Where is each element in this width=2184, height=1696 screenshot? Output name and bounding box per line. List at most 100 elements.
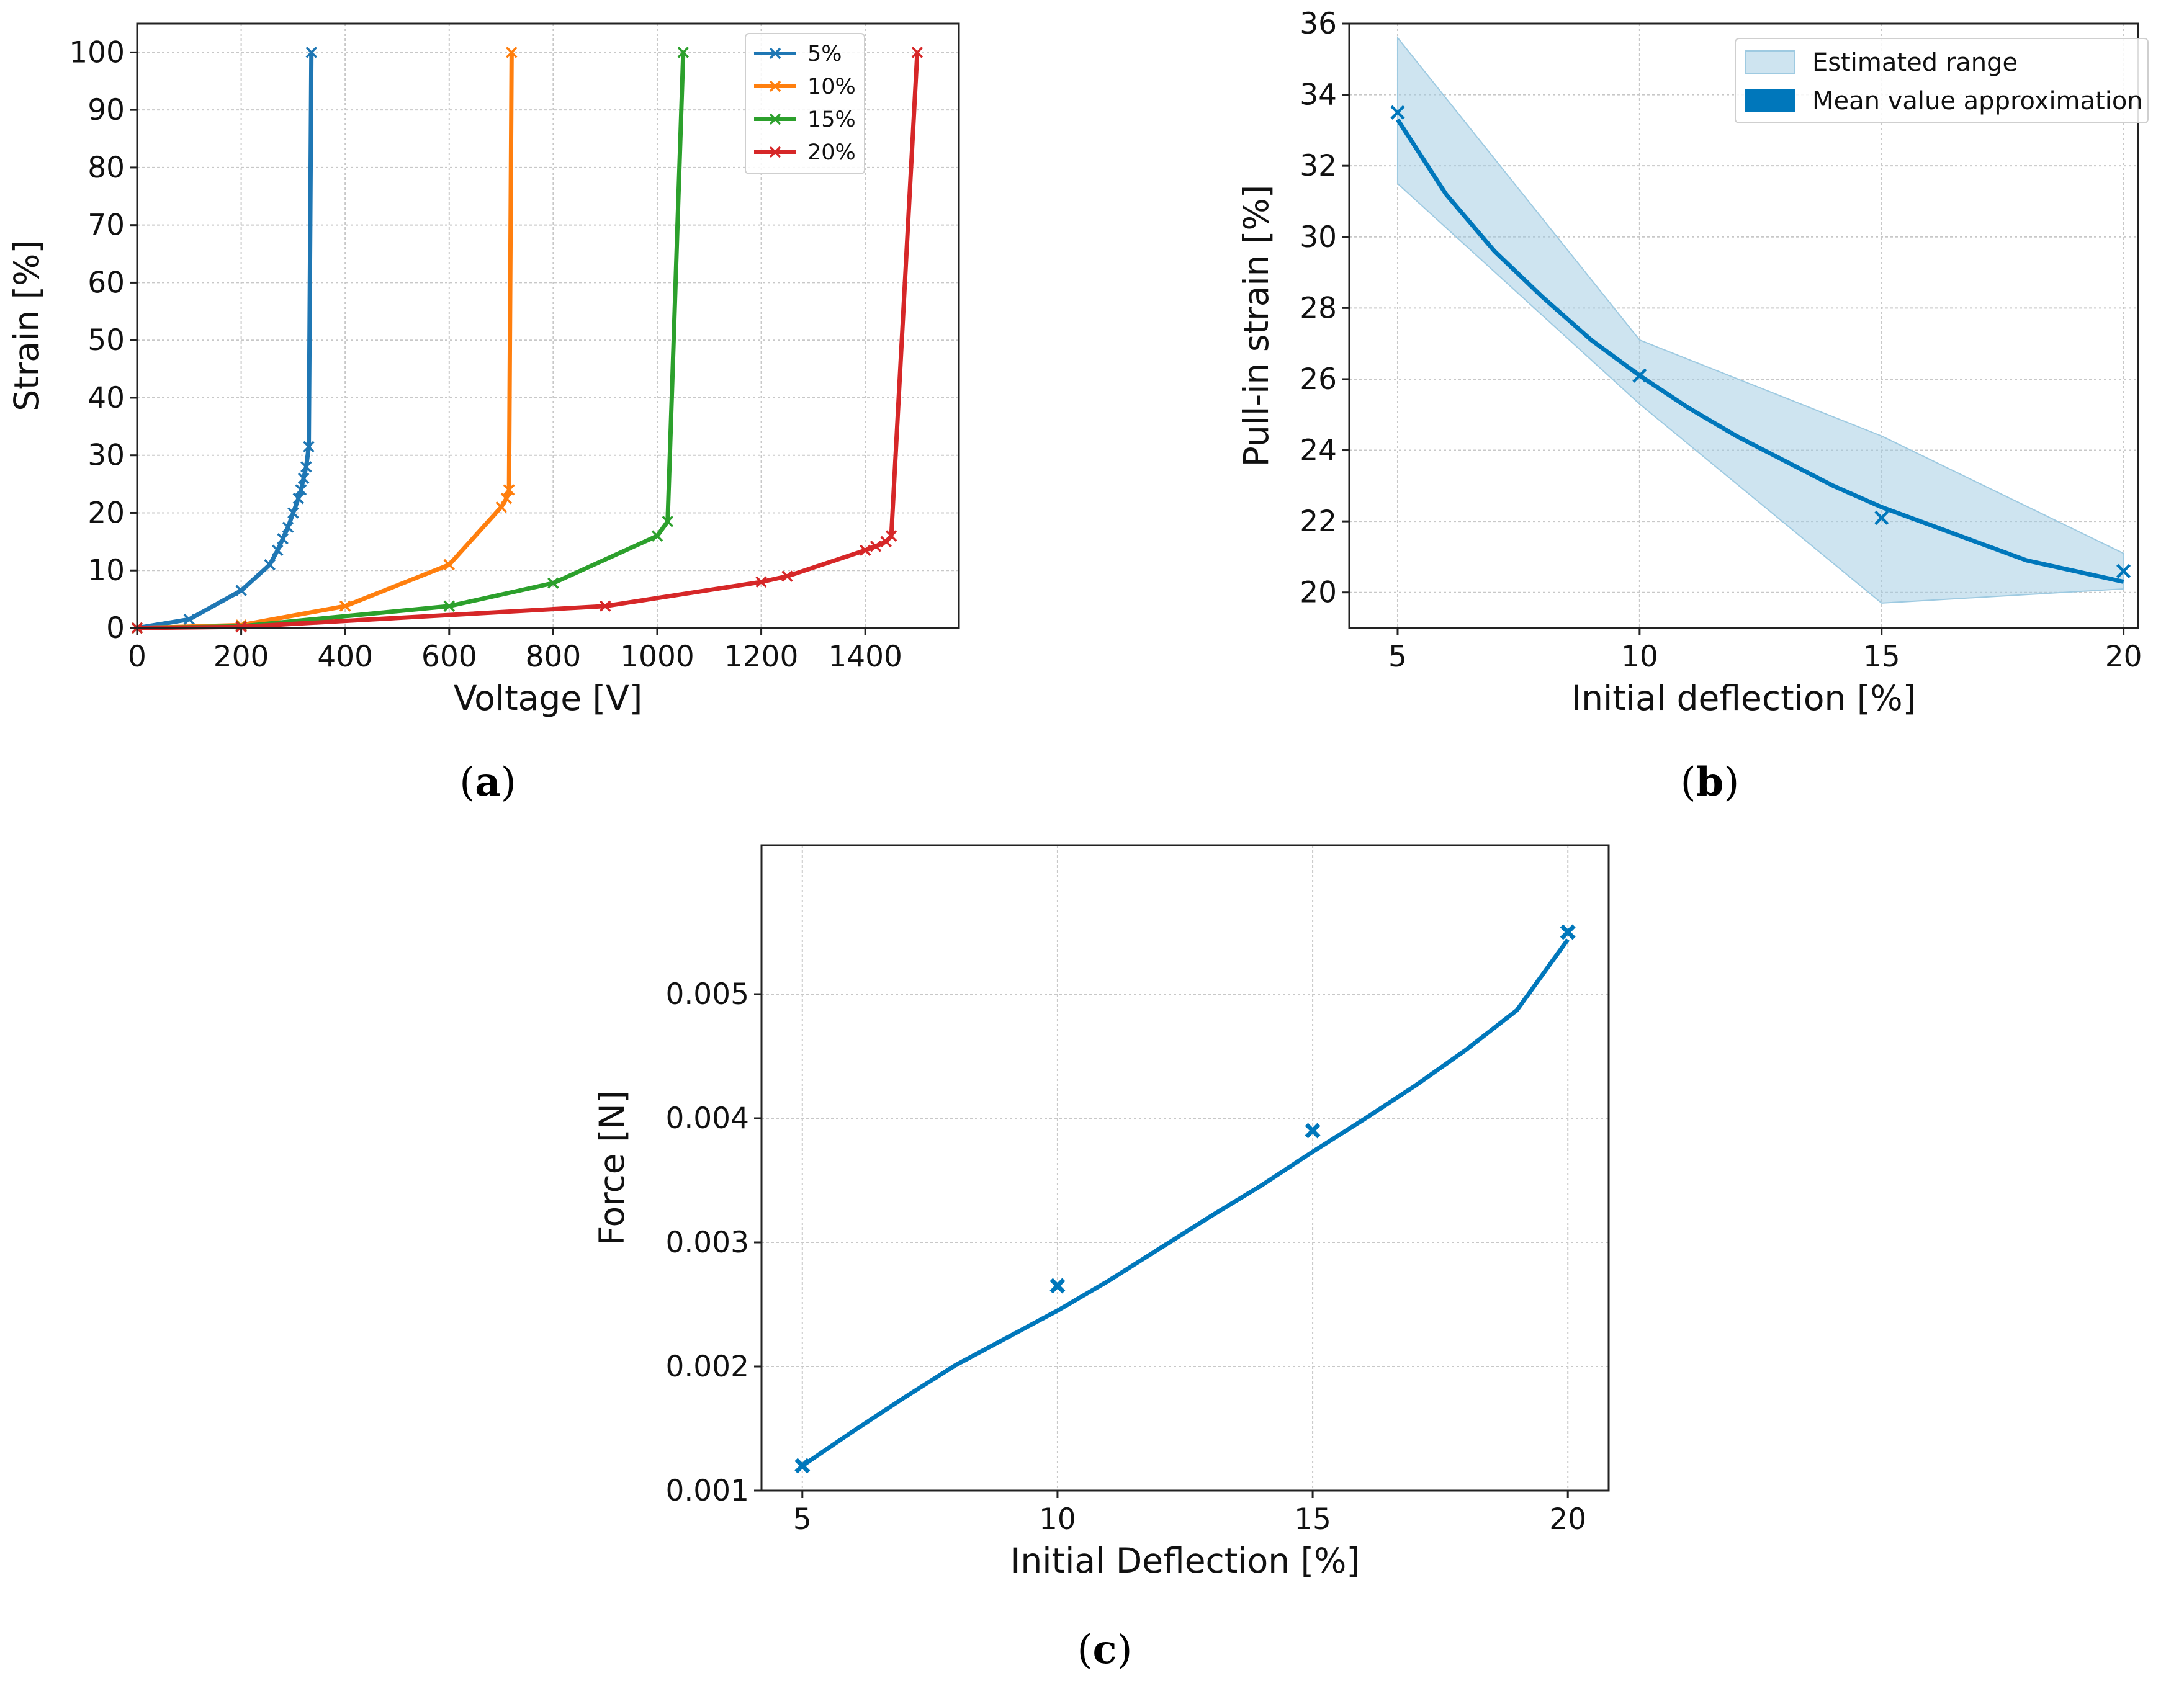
x-tick-label: 10 (1621, 640, 1658, 674)
chart-c: 5 10 15 20 0.001 0.002 0.003 0.004 0.005 Initial … (592, 844, 1610, 1673)
y-tick-label: 20 (1300, 576, 1337, 610)
legend-box (745, 33, 865, 174)
panel-letter: b (1696, 759, 1724, 805)
data-point (339, 600, 351, 612)
y-tick-label: 40 (88, 381, 125, 415)
data-point (1874, 510, 1889, 525)
x-tick-label: 20 (2105, 640, 2142, 674)
y-axis-label: Force [N] (592, 1090, 632, 1245)
panel-letter: a (475, 759, 500, 805)
y-tick-label: 0.004 (665, 1102, 749, 1136)
legend-label: 5% (807, 42, 842, 66)
legend-label: 15% (807, 107, 856, 132)
data-point (1049, 1278, 1066, 1294)
x-tick-label: 5 (793, 1502, 812, 1537)
data-point (183, 613, 195, 626)
data-point (662, 516, 673, 527)
y-tick-label: 0.001 (665, 1474, 749, 1508)
legend-label: 10% (807, 74, 856, 99)
x-axis-label: Voltage [V] (454, 678, 642, 718)
data-point (651, 530, 663, 542)
y-tick-label: 50 (88, 323, 125, 357)
data-point (303, 441, 315, 453)
data-point (297, 472, 310, 485)
data-point (870, 541, 882, 552)
panel-label: (a) (459, 759, 516, 805)
panel-label: (c) (1077, 1626, 1133, 1673)
data-point (755, 576, 767, 588)
legend: Estimated range Mean value approximation (1735, 38, 2149, 123)
x-tick-label: 200 (213, 640, 269, 674)
x-tick-label: 600 (421, 640, 477, 674)
legend-label: 20% (807, 140, 856, 165)
data-point (277, 532, 289, 545)
x-tick-label: 5 (1388, 640, 1407, 674)
y-tick-label: 100 (69, 35, 125, 70)
x-tick-label: 1000 (620, 640, 694, 674)
y-tick-label: 34 (1300, 78, 1337, 112)
data-point (677, 47, 690, 58)
data-point (443, 600, 456, 612)
x-axis-label: Initial Deflection [%] (1010, 1541, 1360, 1581)
legend-marker (769, 80, 781, 92)
y-tick-label: 26 (1300, 362, 1337, 397)
y-tick-label: 22 (1300, 505, 1337, 539)
legend-label: Mean value approximation (1812, 87, 2143, 115)
legend-swatch-band (1745, 50, 1795, 74)
x-tick-label: 1400 (828, 640, 902, 674)
x-tick-label: 10 (1039, 1502, 1076, 1537)
y-tick-label: 36 (1300, 7, 1337, 41)
data-point (599, 600, 611, 612)
plot-frame (760, 844, 1610, 1492)
data-point (1560, 924, 1576, 940)
mean-curve (1396, 118, 2124, 584)
y-tick-label: 0.002 (665, 1350, 749, 1384)
y-tick-label: 30 (1300, 220, 1337, 254)
data-point (235, 621, 247, 633)
legend: 5% 10% 15% 20% (745, 33, 865, 174)
data-point (781, 570, 793, 582)
legend-swatch-mean (1745, 89, 1795, 112)
y-tick-label: 0.003 (665, 1226, 749, 1260)
y-tick-label: 10 (88, 554, 125, 588)
x-axis-label: Initial deflection [%] (1571, 678, 1916, 718)
x-tick-label: 0 (128, 640, 146, 674)
chart-b: 5 10 15 20 20 22 24 26 28 30 32 34 36 Initial deflect… (1236, 7, 2149, 805)
y-axis-label: Strain [%] (7, 240, 47, 411)
data-point (272, 544, 284, 557)
x-tick-label: 15 (1294, 1502, 1331, 1537)
y-tick-label: 90 (88, 93, 125, 127)
y-tick-label: 80 (88, 151, 125, 185)
estimated-range-band (1396, 36, 2124, 604)
x-tick-label: 20 (1549, 1502, 1586, 1537)
plot-frame (1348, 22, 2139, 629)
x-tick-label: 800 (526, 640, 582, 674)
y-tick-label: 0 (106, 611, 125, 645)
legend-marker (769, 146, 781, 158)
data-point (1632, 368, 1647, 383)
data-point (292, 493, 305, 505)
data-point (305, 47, 317, 58)
legend-marker (769, 113, 781, 125)
panel-label: (b) (1681, 759, 1740, 805)
data-point (235, 585, 247, 596)
data-point (547, 577, 559, 589)
mean-curve (801, 938, 1570, 1468)
x-tick-label: 1200 (724, 640, 799, 674)
y-tick-label: 24 (1300, 434, 1337, 468)
data-point (1390, 105, 1405, 120)
data-point (500, 493, 513, 505)
data-point (794, 1458, 811, 1474)
y-tick-label: 32 (1300, 149, 1337, 183)
y-tick-label: 0.005 (665, 977, 749, 1012)
panel-letter: c (1093, 1626, 1117, 1673)
data-point (885, 530, 897, 542)
data-point (506, 47, 518, 58)
legend-marker (769, 47, 781, 60)
y-tick-label: 30 (88, 439, 125, 473)
data-point (443, 559, 456, 571)
x-tick-label: 15 (1863, 640, 1900, 674)
chart-a: 0 200 400 600 800 1000 1200 1400 0 10 20 30 40 50 60 70… (7, 22, 960, 805)
plot-frame (136, 22, 960, 629)
